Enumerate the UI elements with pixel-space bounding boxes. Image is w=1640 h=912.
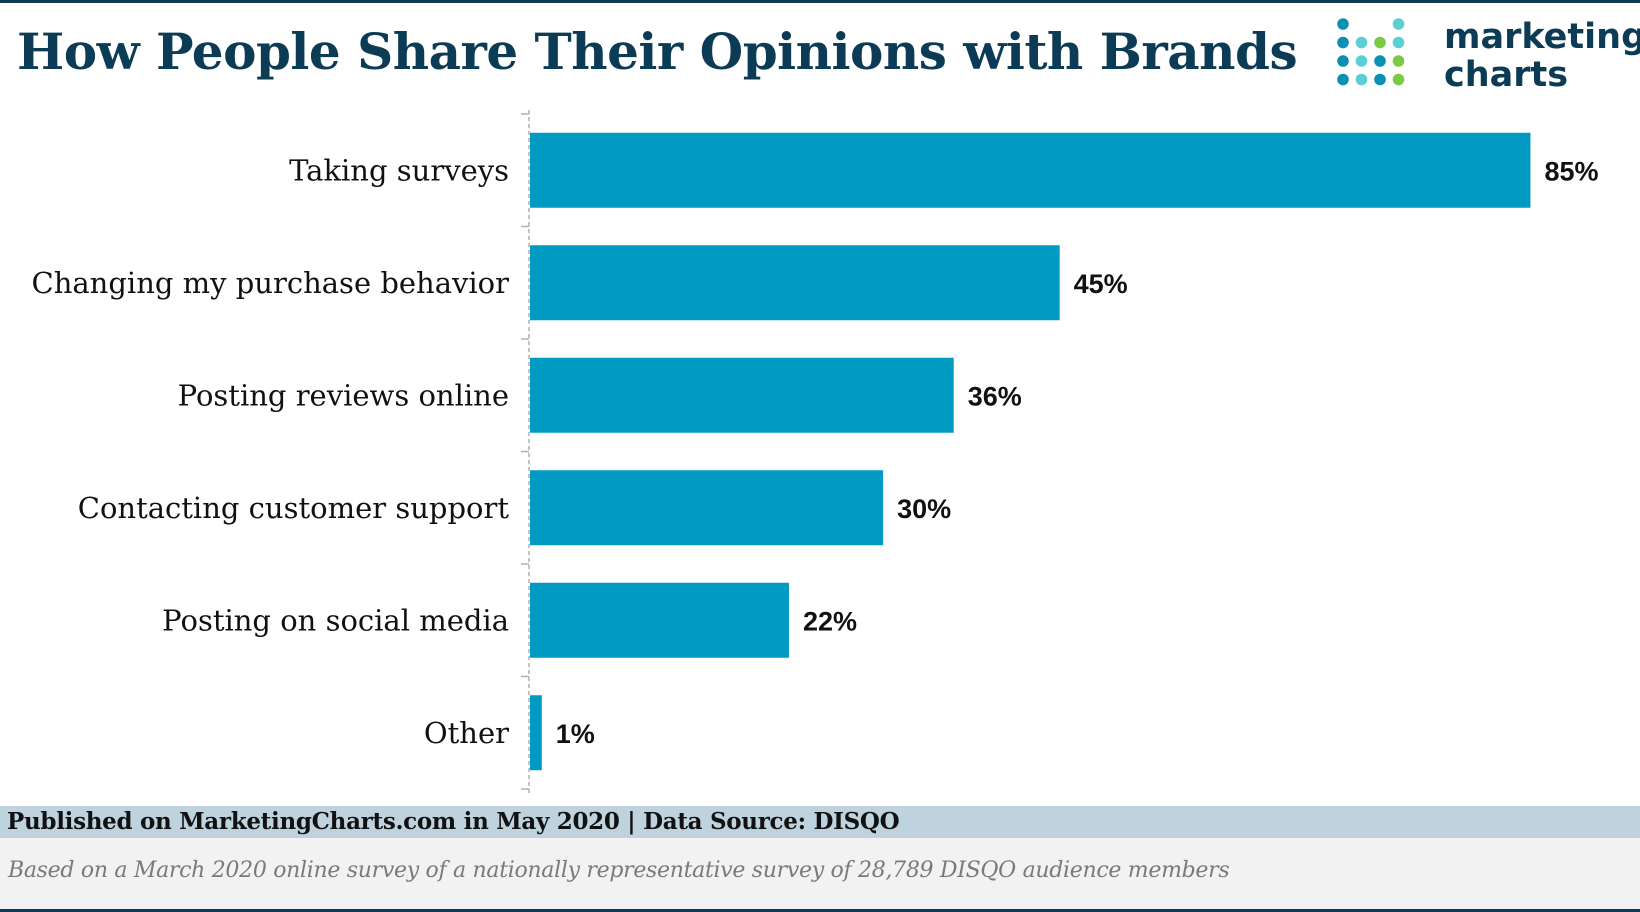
logo-dot <box>1374 55 1386 67</box>
bar <box>530 582 789 658</box>
logo-dot <box>1337 73 1349 86</box>
logo-dot <box>1374 73 1386 86</box>
category-label: Contacting customer support <box>78 491 510 525</box>
value-label: 30% <box>897 494 951 524</box>
value-label: 1% <box>556 719 595 749</box>
footer-published: Published on MarketingCharts.com in May … <box>7 808 900 835</box>
category-label: Taking surveys <box>289 153 509 187</box>
logo-dots-icon <box>1337 18 1405 86</box>
note-band: Based on a March 2020 online survey of a… <box>0 838 1640 909</box>
logo-dot <box>1392 36 1405 49</box>
top-rule <box>0 0 1640 3</box>
bar <box>530 470 884 546</box>
logo-dot <box>1392 55 1405 67</box>
bar <box>530 357 954 433</box>
marketingcharts-logo: marketing charts <box>1336 16 1640 100</box>
bar-chart: Taking surveys 85% Changing my purchase be… <box>32 110 1598 793</box>
logo-dot <box>1355 55 1368 67</box>
value-label: 45% <box>1074 269 1128 299</box>
category-label: Other <box>424 716 509 750</box>
value-label: 85% <box>1544 156 1598 186</box>
category-label: Changing my purchase behavior <box>32 266 510 300</box>
logo-dot <box>1392 73 1405 86</box>
logo-dot <box>1337 18 1349 30</box>
logo-dot <box>1355 36 1368 49</box>
logo-dot <box>1392 18 1405 30</box>
bar <box>530 245 1060 321</box>
value-label: 22% <box>803 606 857 636</box>
bottom-rule <box>0 909 1640 912</box>
logo-dot <box>1374 36 1386 49</box>
bar <box>530 695 542 771</box>
category-label: Posting reviews online <box>178 378 509 412</box>
logo-dot <box>1337 55 1349 67</box>
logo-dot <box>1337 36 1349 49</box>
value-label: 36% <box>968 381 1022 411</box>
logo-text-line2: charts <box>1444 55 1569 95</box>
bar <box>530 132 1531 208</box>
logo-text: marketing charts <box>1444 18 1640 94</box>
footer-band: Published on MarketingCharts.com in May … <box>0 806 1640 838</box>
logo-text-line1: marketing <box>1444 17 1640 57</box>
logo-dot <box>1355 73 1368 86</box>
category-label: Posting on social media <box>162 603 509 637</box>
chart-title: How People Share Their Opinions with Bra… <box>17 22 1298 81</box>
footer-note: Based on a March 2020 online survey of a… <box>8 858 1230 883</box>
